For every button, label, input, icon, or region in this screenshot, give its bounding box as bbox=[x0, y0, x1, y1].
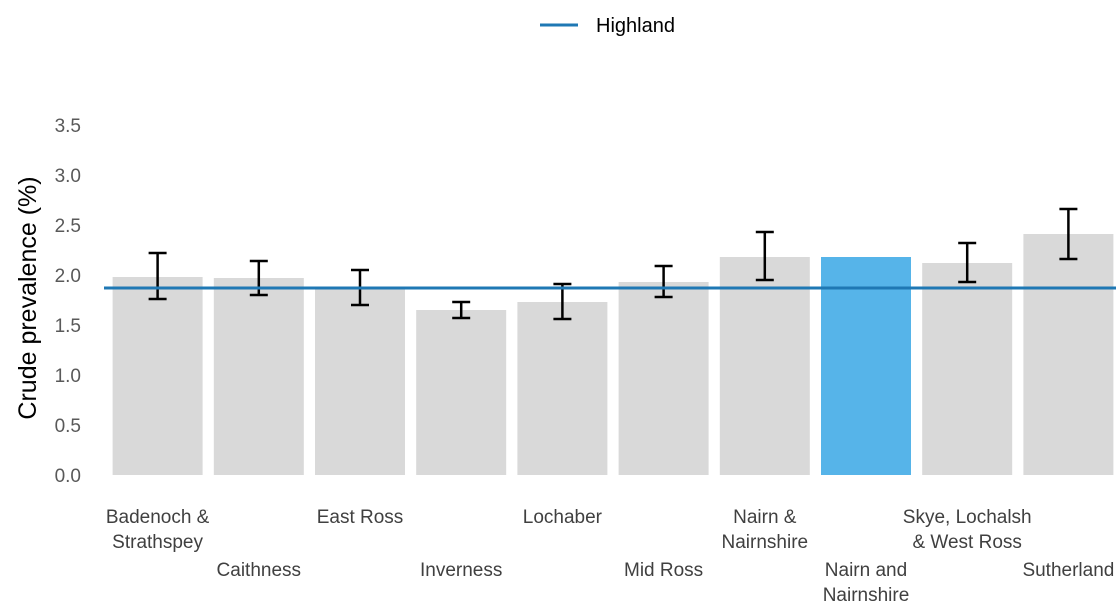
y-tick-label: 3.5 bbox=[55, 116, 81, 137]
x-category-label-line: & West Ross bbox=[912, 532, 1021, 553]
x-category-label-line: Lochaber bbox=[523, 507, 603, 528]
x-category-label: East Ross bbox=[317, 507, 404, 528]
x-category-label-line: Badenoch & bbox=[106, 507, 210, 528]
x-category-label-line: Skye, Lochalsh bbox=[903, 507, 1032, 528]
error-bar bbox=[553, 282, 572, 321]
y-axis-title: Crude prevalence (%) bbox=[14, 176, 42, 419]
x-category-label-line: Nairn & bbox=[733, 507, 797, 528]
error-bar bbox=[654, 264, 673, 299]
x-category-label-line: Inverness bbox=[420, 560, 502, 581]
x-category-label-line: Sutherland bbox=[1022, 560, 1114, 581]
y-tick-label: 2.5 bbox=[55, 216, 81, 237]
bar bbox=[719, 257, 810, 475]
bar bbox=[213, 278, 304, 475]
y-axis-ticks: 0.0 0.5 1.0 1.5 2.0 2.5 3.0 3.5 bbox=[55, 116, 81, 487]
x-category-label: Nairn and Nairnshire bbox=[823, 560, 910, 604]
y-tick-label: 3.0 bbox=[55, 166, 81, 187]
x-category-label: Badenoch & Strathspey bbox=[106, 507, 210, 553]
y-tick-label: 1.0 bbox=[55, 366, 81, 387]
x-category-label-line: Strathspey bbox=[112, 532, 203, 553]
y-tick-label: 1.5 bbox=[55, 316, 81, 337]
x-category-label: Inverness bbox=[420, 560, 502, 581]
error-bar bbox=[958, 241, 977, 284]
y-tick-label: 2.0 bbox=[55, 266, 81, 287]
bar bbox=[618, 282, 709, 475]
bar bbox=[416, 310, 507, 475]
legend: Highland bbox=[540, 15, 675, 37]
bar bbox=[517, 302, 608, 475]
x-category-label: Caithness bbox=[217, 560, 302, 581]
bar bbox=[112, 277, 203, 475]
x-category-label: Skye, Lochalsh & West Ross bbox=[903, 507, 1032, 553]
x-category-label-line: Nairnshire bbox=[823, 585, 910, 604]
error-bar bbox=[452, 300, 471, 320]
x-category-label-line: Nairn and bbox=[825, 560, 907, 581]
x-category-label-line: Caithness bbox=[217, 560, 302, 581]
x-category-label: Nairn & Nairnshire bbox=[722, 507, 809, 553]
legend-label-highland: Highland bbox=[596, 15, 675, 37]
error-bars bbox=[148, 207, 1078, 321]
error-bar bbox=[148, 251, 167, 301]
bar-highlighted bbox=[821, 257, 911, 475]
bar bbox=[315, 288, 405, 475]
bars bbox=[112, 234, 1114, 475]
y-tick-label: 0.5 bbox=[55, 416, 81, 437]
x-category-label: Lochaber bbox=[523, 507, 603, 528]
x-category-label: Sutherland bbox=[1022, 560, 1114, 581]
x-category-label-line: East Ross bbox=[317, 507, 404, 528]
bar bbox=[922, 263, 1013, 475]
x-category-label-line: Mid Ross bbox=[624, 560, 703, 581]
x-category-label: Mid Ross bbox=[624, 560, 703, 581]
error-bar bbox=[755, 230, 774, 282]
y-tick-label: 0.0 bbox=[55, 466, 81, 487]
x-axis-labels: Badenoch & Strathspey Caithness East Ross In… bbox=[106, 507, 1115, 604]
x-category-label-line: Nairnshire bbox=[722, 532, 809, 553]
bar bbox=[1023, 234, 1114, 475]
error-bar bbox=[1059, 207, 1078, 261]
